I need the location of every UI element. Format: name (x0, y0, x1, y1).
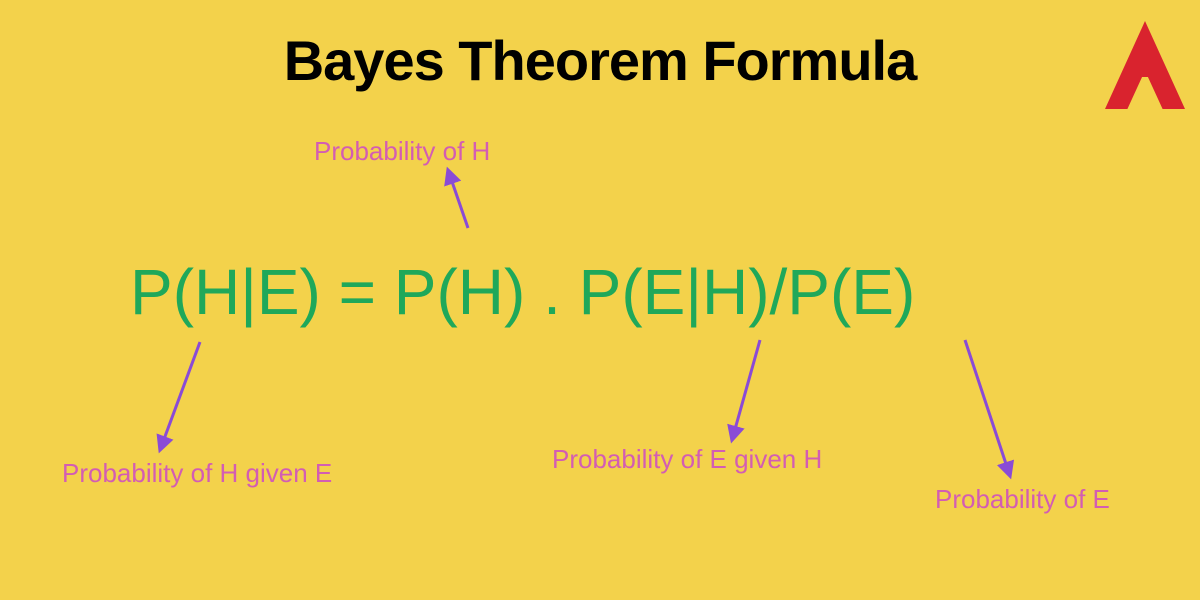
page-title: Bayes Theorem Formula (0, 28, 1200, 93)
infographic-canvas: Bayes Theorem Formula P(H|E) = P(H) . P(… (0, 0, 1200, 600)
annotation-probability-of-e-given-h: Probability of E given H (552, 444, 822, 475)
annotation-probability-of-e: Probability of E (935, 484, 1110, 515)
bayes-formula: P(H|E) = P(H) . P(E|H)/P(E) (130, 255, 915, 329)
annotation-probability-of-h: Probability of H (314, 136, 490, 167)
annotation-probability-of-h-given-e: Probability of H given E (62, 458, 332, 489)
brand-logo-icon (1105, 20, 1185, 110)
